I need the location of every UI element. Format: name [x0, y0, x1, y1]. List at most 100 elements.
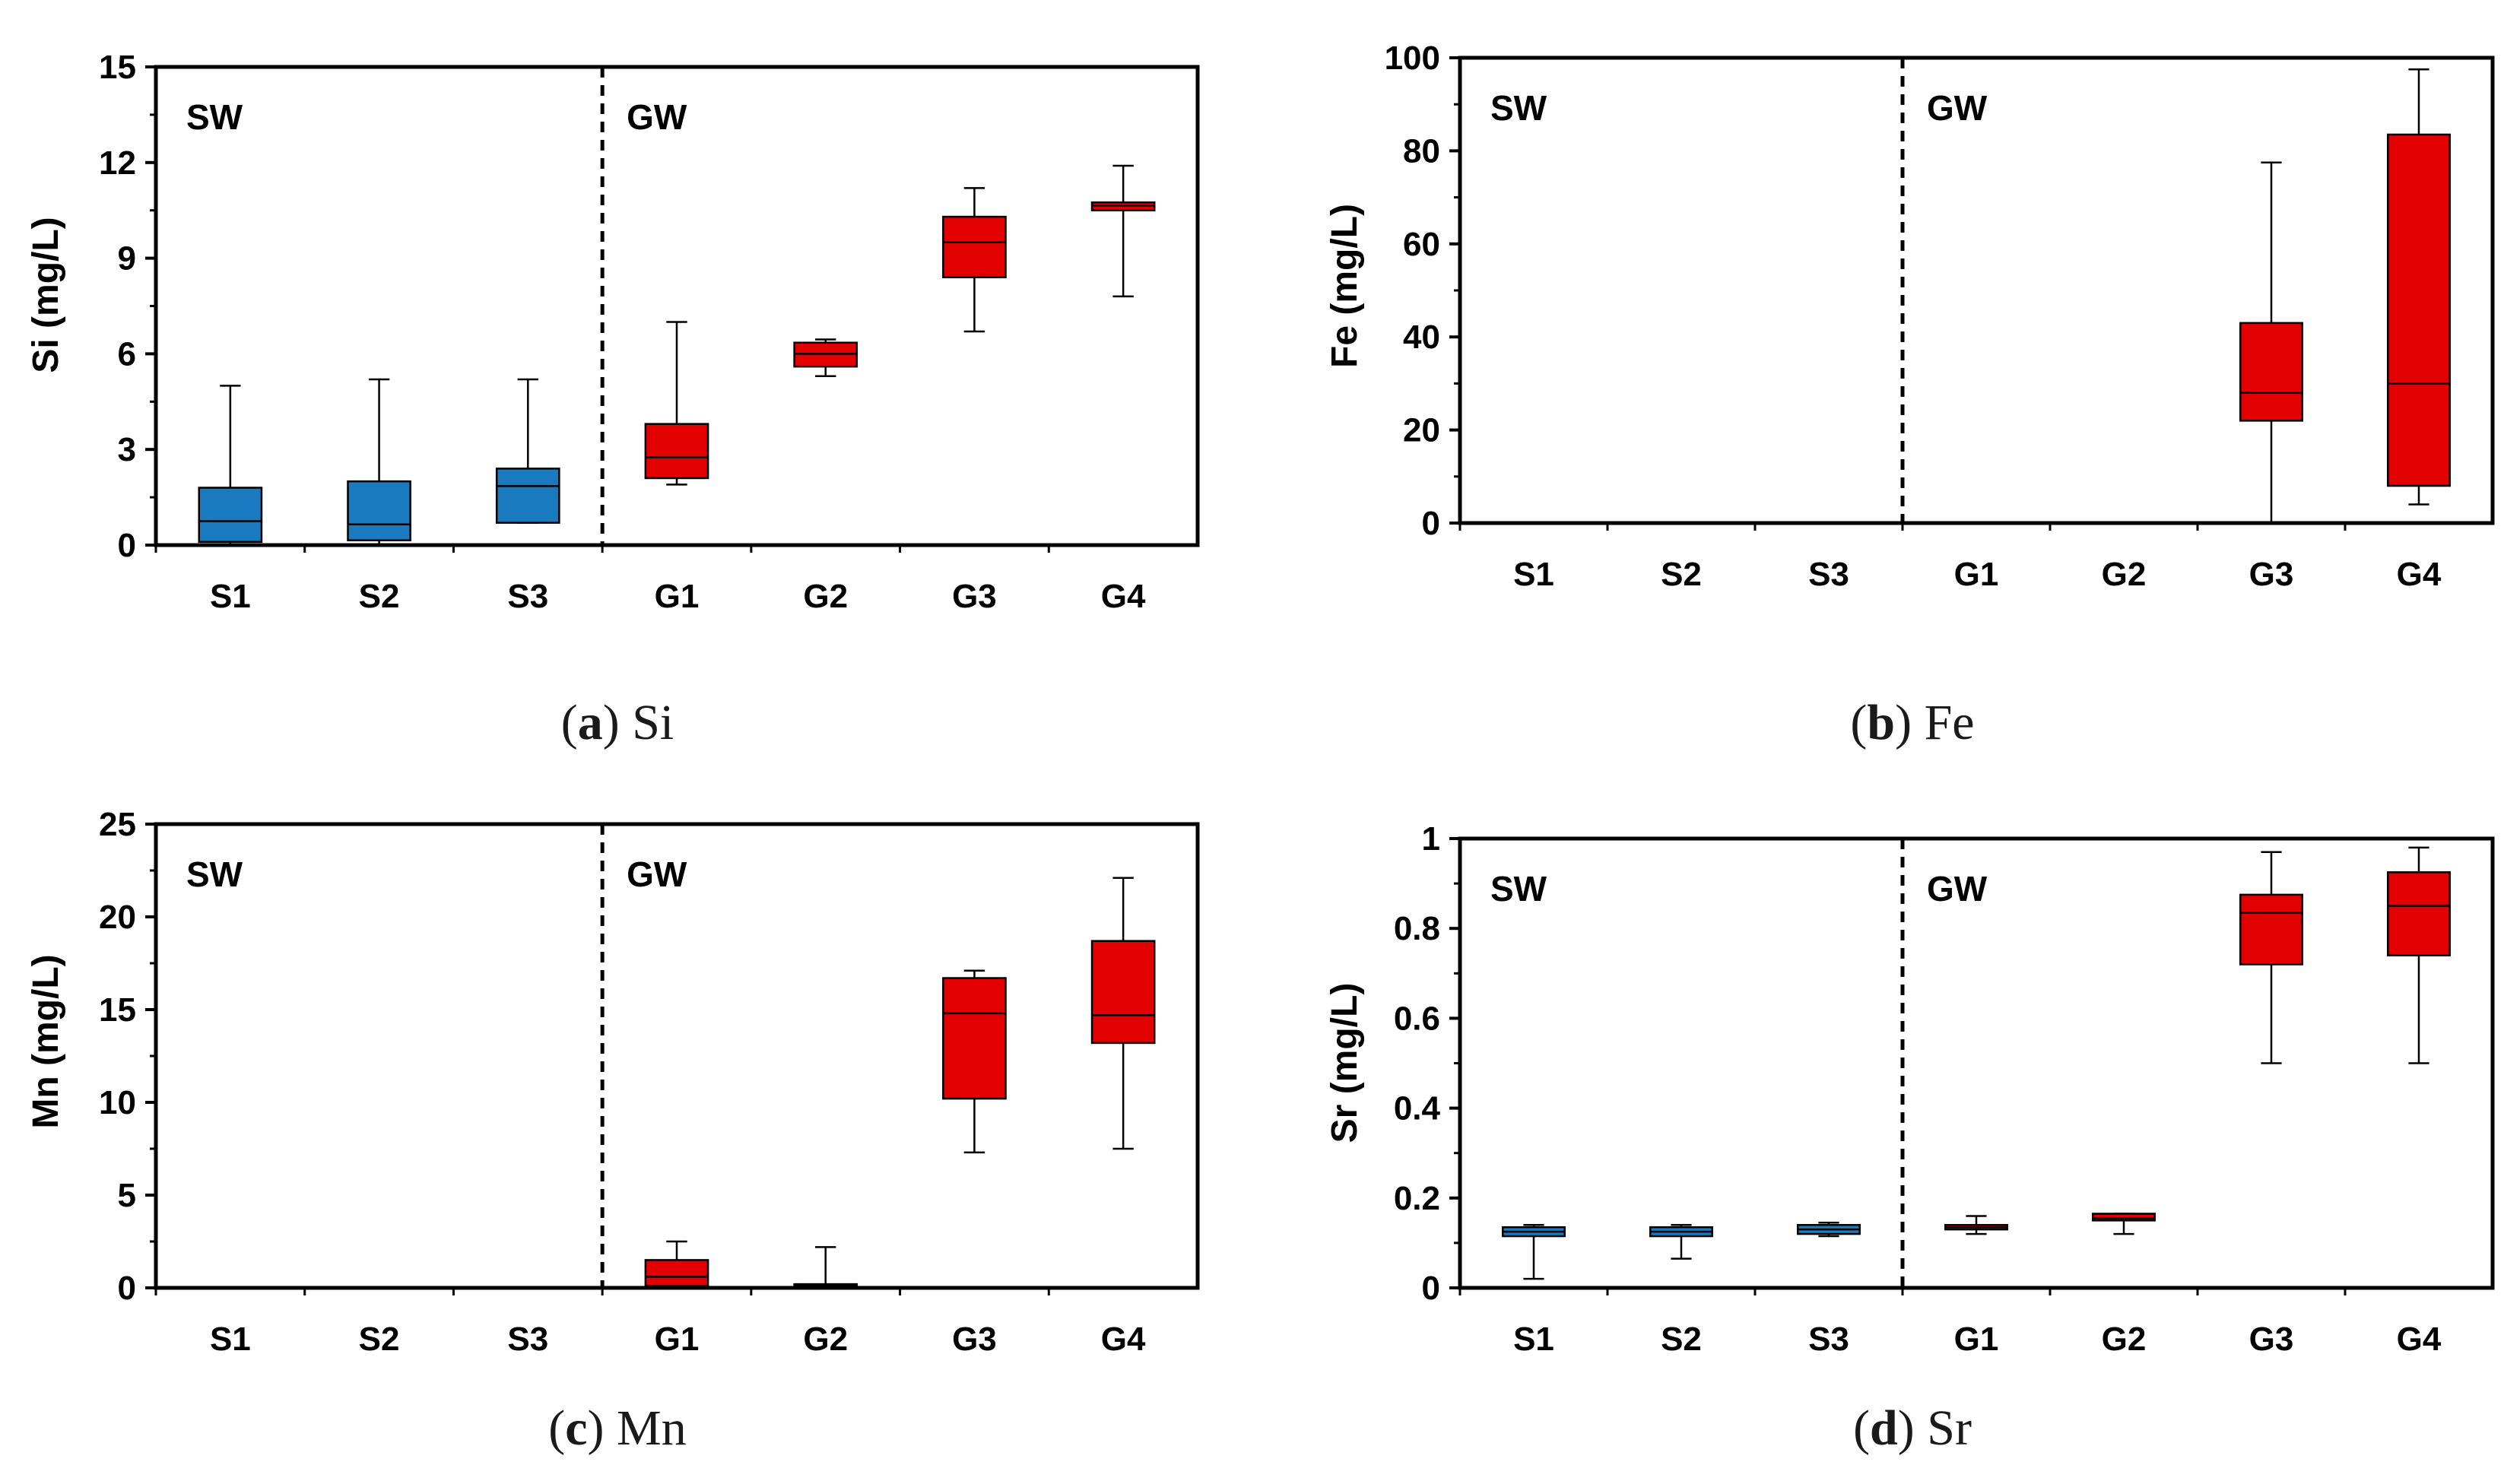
panel-d-y-tick-label: 0.4 — [1394, 1090, 1441, 1127]
panel-a-x-tick-label: G2 — [803, 578, 848, 615]
panel-a-caption-letter: a — [578, 695, 603, 750]
panel-d-caption-letter: d — [1870, 1400, 1898, 1456]
panel-a-x-tick-label: G4 — [1101, 578, 1146, 615]
panel-c-region-label-sw: SW — [186, 855, 243, 894]
panel-a-si: 0 3 6 9 12 15 S1 S2 S3 G1 G2 G3 G4 SW GW Si (mg/L) (a)… — [26, 49, 1200, 750]
panel-a-y-tick-label: 9 — [118, 240, 136, 277]
box-iqr — [644, 1259, 709, 1287]
panel-a-x-tick-label: G3 — [952, 578, 997, 615]
box-iqr — [2387, 133, 2451, 487]
box-iqr — [2239, 322, 2303, 422]
panel-a-y-tick-label: 3 — [118, 431, 136, 468]
panel-b-plot-area: 0 20 40 60 80 100 S1 S2 S3 G1 G2 G3 G4 SW GW — [1385, 40, 2495, 593]
panel-a-caption: (a) Si — [561, 695, 674, 750]
panel-a-caption-element: Si — [632, 695, 674, 750]
panel-c-y-axis-title: Mn (mg/L) — [26, 954, 66, 1128]
panel-d-x-tick-label: S2 — [1661, 1321, 1702, 1358]
panel-c-plot-area: 0 5 10 15 20 25 S1 S2 S3 G1 G2 G3 G4 SW GW — [99, 806, 1200, 1358]
panel-c-x-tick-label: G1 — [655, 1321, 700, 1358]
panel-a-x-tick-label: S1 — [210, 578, 251, 615]
panel-c-region-label-gw: GW — [627, 855, 687, 894]
panel-b-x-tick-label: S3 — [1808, 556, 1849, 593]
panel-c-box-g1 — [644, 1240, 709, 1289]
panel-a-y-tick-label: 0 — [118, 527, 136, 564]
panel-d-x-tick-label: S1 — [1513, 1321, 1554, 1358]
panel-d-x-tick-label: G3 — [2249, 1321, 2294, 1358]
panel-c-caption-letter: c — [565, 1400, 587, 1456]
panel-d-region-label-sw: SW — [1490, 869, 1547, 908]
panel-d-y-tick-label: 0.6 — [1394, 1000, 1440, 1037]
panel-b-y-tick-label: 60 — [1403, 226, 1440, 263]
panel-b-caption-letter: b — [1867, 695, 1895, 750]
panel-b-box-g4 — [2387, 68, 2451, 506]
panel-a-y-axis-title: Si (mg/L) — [26, 217, 66, 373]
panel-a-box-s2 — [347, 378, 411, 547]
panel-c-mn: 0 5 10 15 20 25 S1 S2 S3 G1 G2 G3 G4 SW GW Mn (mg/L) (… — [26, 806, 1200, 1456]
box-iqr — [495, 468, 560, 524]
panel-d-y-tick-label: 0.2 — [1394, 1180, 1440, 1217]
box-iqr — [644, 423, 709, 480]
panel-a-x-tick-label: S3 — [507, 578, 548, 615]
panel-c-box-g2 — [793, 1246, 858, 1289]
panel-c-y-tick-label: 10 — [99, 1084, 136, 1121]
panel-b-region-label-sw: SW — [1490, 88, 1547, 128]
panel-b-y-tick-label: 40 — [1403, 319, 1440, 356]
panel-a-box-g2 — [793, 338, 858, 378]
panel-c-x-tick-label: S1 — [210, 1321, 251, 1358]
panel-d-x-tick-label: G2 — [2102, 1321, 2147, 1358]
panel-a-y-tick-label: 15 — [99, 49, 136, 86]
panel-a-plot-area: 0 3 6 9 12 15 S1 S2 S3 G1 G2 G3 G4 SW GW — [99, 49, 1200, 615]
panel-b-box-g3 — [2239, 161, 2303, 525]
panel-d-y-tick-label: 0 — [1422, 1270, 1440, 1307]
panel-a-box-s3 — [495, 378, 560, 524]
panel-d-box-s3 — [1797, 1222, 1861, 1238]
panel-b-x-tick-label: G1 — [1954, 556, 1999, 593]
panel-c-x-tick-label: G3 — [952, 1321, 997, 1358]
panel-c-y-tick-label: 5 — [118, 1177, 136, 1214]
box-iqr — [2092, 1213, 2156, 1222]
panel-b-y-tick-label: 80 — [1403, 132, 1440, 170]
panel-a-box-g1 — [644, 321, 709, 486]
panel-d-x-tick-label: G1 — [1954, 1321, 1999, 1358]
panel-a-box-g3 — [942, 187, 1007, 333]
panel-d-y-axis-title: Sr (mg/L) — [1325, 983, 1365, 1143]
panel-b-y-tick-label: 20 — [1403, 412, 1440, 449]
box-iqr — [198, 487, 263, 544]
panel-c-caption: (c) Mn — [548, 1400, 686, 1456]
panel-d-caption: (d) Sr — [1853, 1400, 1972, 1456]
panel-a-x-tick-label: G1 — [655, 578, 700, 615]
panel-b-caption: (b) Fe — [1850, 695, 1974, 750]
panel-c-y-tick-label: 15 — [99, 991, 136, 1029]
box-iqr — [942, 977, 1007, 1100]
panel-b-y-tick-label: 100 — [1385, 40, 1440, 77]
panel-d-caption-element: Sr — [1927, 1400, 1972, 1456]
panel-d-box-g3 — [2239, 851, 2303, 1064]
panel-d-y-tick-label: 1 — [1422, 820, 1440, 858]
panel-d-region-label-gw: GW — [1927, 869, 1988, 908]
panel-c-y-tick-label: 0 — [118, 1270, 136, 1307]
box-iqr — [2387, 871, 2451, 956]
panel-b-region-label-gw: GW — [1927, 88, 1988, 128]
panel-a-y-tick-label: 12 — [99, 144, 136, 182]
panel-b-x-tick-label: S2 — [1661, 556, 1702, 593]
panel-d-box-s2 — [1649, 1224, 1713, 1260]
panel-d-x-tick-label: S3 — [1808, 1321, 1849, 1358]
panel-d-box-s1 — [1502, 1224, 1566, 1280]
box-iqr — [347, 480, 411, 541]
panel-b-caption-element: Fe — [1925, 695, 1975, 750]
panel-b-fe: 0 20 40 60 80 100 S1 S2 S3 G1 G2 G3 G4 SW GW Fe (mg/L)… — [1325, 40, 2495, 750]
panel-a-box-s1 — [198, 385, 263, 547]
panel-c-y-tick-label: 20 — [99, 899, 136, 936]
panel-d-box-g1 — [1944, 1215, 2008, 1235]
panel-a-y-tick-label: 6 — [118, 335, 136, 373]
panel-d-x-tick-label: G4 — [2397, 1321, 2442, 1358]
panel-b-x-tick-label: G3 — [2249, 556, 2294, 593]
panel-c-x-tick-label: G2 — [803, 1321, 848, 1358]
panel-d-box-g4 — [2387, 846, 2451, 1064]
panel-a-region-label-gw: GW — [627, 97, 687, 137]
panel-c-x-tick-label: S3 — [507, 1321, 548, 1358]
panel-b-y-tick-label: 0 — [1422, 505, 1440, 542]
panel-c-x-tick-label: S2 — [359, 1321, 400, 1358]
panel-c-box-g3 — [942, 969, 1007, 1154]
